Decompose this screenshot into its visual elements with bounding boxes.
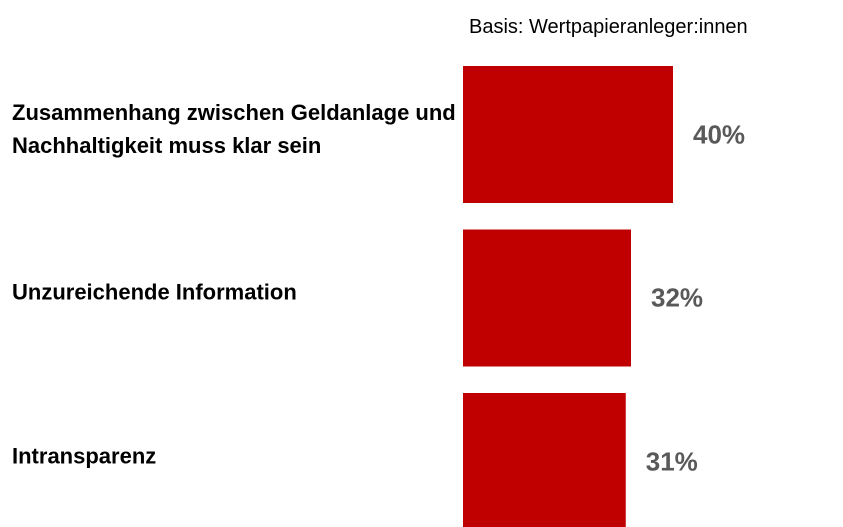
bar <box>463 229 631 367</box>
bar <box>463 393 626 527</box>
category-label: Intransparenz <box>12 443 157 468</box>
value-label: 32% <box>651 282 704 313</box>
category-label: Unzureichende Information <box>12 279 297 305</box>
value-label: 40% <box>693 119 746 149</box>
chart-subtitle: Basis: Wertpapieranleger:innen <box>469 16 748 38</box>
bar <box>463 66 673 203</box>
value-label: 31% <box>645 446 698 476</box>
category-label: Zusammenhang zwischen Geldanlage und Nac… <box>12 99 456 158</box>
